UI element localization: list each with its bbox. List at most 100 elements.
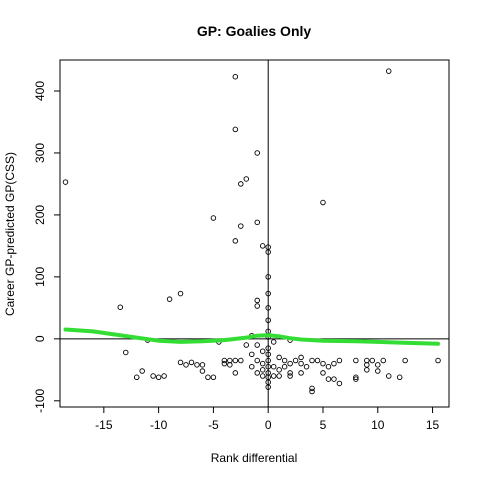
data-point [184, 363, 189, 368]
data-point [63, 180, 68, 185]
data-point [255, 298, 260, 303]
data-point [178, 360, 183, 365]
data-point [271, 340, 276, 345]
smooth-curve-layer [66, 330, 439, 344]
plot-frame [60, 60, 449, 407]
smooth-curve [66, 330, 439, 344]
x-tick-label: 10 [371, 418, 385, 432]
data-point [260, 244, 265, 249]
data-point [293, 358, 298, 363]
data-point [239, 224, 244, 229]
data-point [436, 358, 441, 363]
data-point [255, 220, 260, 225]
y-tick-label: 300 [33, 143, 47, 163]
data-point [233, 239, 238, 244]
data-point [277, 368, 282, 373]
data-point [200, 369, 205, 374]
data-point [282, 364, 287, 369]
x-tick-label: -15 [95, 418, 113, 432]
y-axis-label: Career GP-predicted GP(CSS) [3, 152, 17, 316]
data-point [397, 375, 402, 380]
data-point [337, 358, 342, 363]
data-point [260, 361, 265, 366]
data-point [244, 343, 249, 348]
y-axis: -100 0 100 200 300 400 [33, 81, 60, 413]
data-point [260, 349, 265, 354]
data-point [189, 360, 194, 365]
data-point [386, 374, 391, 379]
data-point [326, 377, 331, 382]
data-point [167, 297, 172, 302]
data-point [321, 200, 326, 205]
x-tick-label: -10 [150, 418, 168, 432]
y-tick-label: 0 [33, 335, 47, 342]
data-point [332, 361, 337, 366]
data-point [239, 358, 244, 363]
data-point [288, 361, 293, 366]
x-tick-label: 15 [426, 418, 440, 432]
y-tick-label: 200 [33, 205, 47, 225]
data-point [381, 358, 386, 363]
data-point [288, 374, 293, 379]
y-tick-label: -100 [33, 388, 47, 412]
data-point [134, 375, 139, 380]
y-tick-label: 400 [33, 81, 47, 101]
data-point [255, 151, 260, 156]
data-point [211, 375, 216, 380]
data-point [255, 371, 260, 376]
data-point [244, 177, 249, 182]
data-point [200, 363, 205, 368]
data-point [310, 389, 315, 394]
data-point [233, 74, 238, 79]
data-point [304, 364, 309, 369]
data-point [277, 374, 282, 379]
data-points [63, 69, 440, 394]
data-point [156, 375, 161, 380]
data-point [206, 375, 211, 380]
data-point [370, 358, 375, 363]
data-point [233, 371, 238, 376]
data-point [255, 304, 260, 309]
data-point [337, 381, 342, 386]
chart-title: GP: Goalies Only [197, 23, 312, 39]
reference-lines [60, 60, 449, 407]
data-point [299, 361, 304, 366]
data-point [222, 361, 227, 366]
data-point [255, 358, 260, 363]
data-point [140, 369, 145, 374]
x-tick-label: -5 [208, 418, 219, 432]
x-tick-label: 0 [265, 418, 272, 432]
data-point [271, 364, 276, 369]
data-point [315, 358, 320, 363]
x-axis: -15 -10 -5 0 5 10 15 [95, 407, 439, 432]
data-point [277, 355, 282, 360]
data-point [178, 291, 183, 296]
data-point [118, 305, 123, 310]
x-tick-label: 5 [320, 418, 327, 432]
data-point [151, 374, 156, 379]
y-tick-label: 100 [33, 267, 47, 287]
data-point [195, 363, 200, 368]
data-point [162, 374, 167, 379]
data-point [403, 358, 408, 363]
x-axis-label: Rank differential [211, 451, 298, 465]
data-point [239, 182, 244, 187]
data-point [354, 358, 359, 363]
data-point [326, 364, 331, 369]
data-point [386, 69, 391, 74]
data-point [211, 216, 216, 221]
data-point [310, 358, 315, 363]
data-point [299, 371, 304, 376]
data-point [233, 127, 238, 132]
data-point [260, 374, 265, 379]
data-point [123, 350, 128, 355]
data-point [375, 369, 380, 374]
data-point [332, 377, 337, 382]
data-point [321, 361, 326, 366]
data-point [375, 363, 380, 368]
data-point [249, 364, 254, 369]
data-point [249, 352, 254, 357]
data-point [233, 358, 238, 363]
data-point [365, 368, 370, 373]
